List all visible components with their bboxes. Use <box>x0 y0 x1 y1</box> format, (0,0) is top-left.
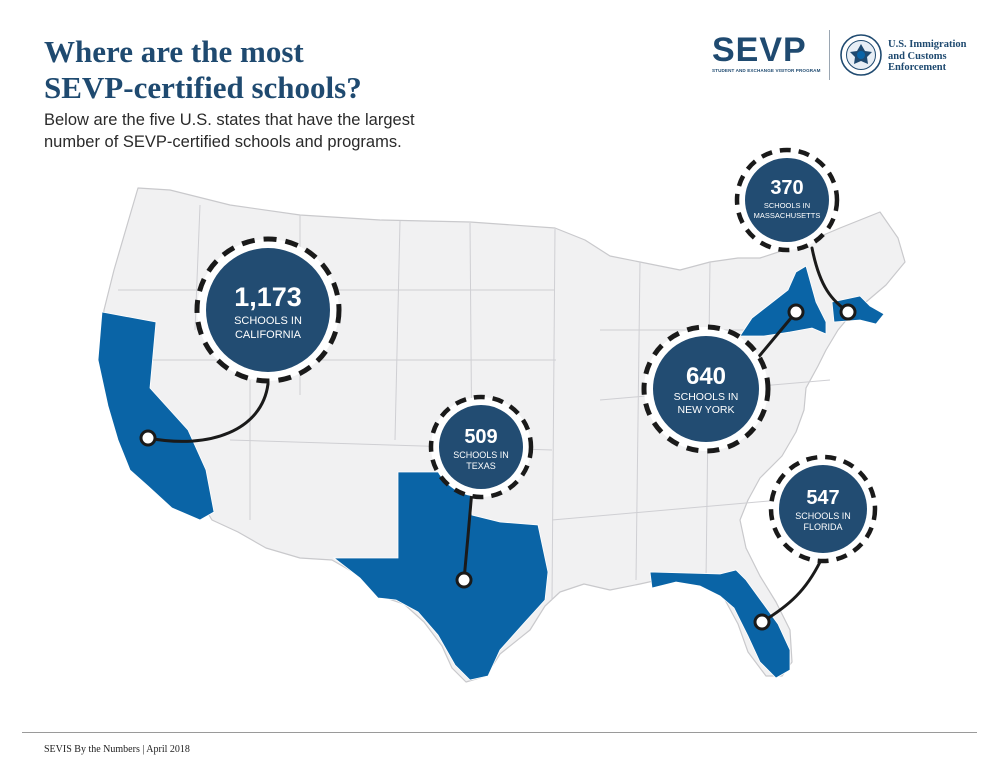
callout-massachusetts-label-2: MASSACHUSETTS <box>754 211 821 220</box>
footer: SEVIS By the Numbers | April 2018 <box>44 744 190 755</box>
pin-florida <box>753 613 771 631</box>
ice-line-2: and Customs <box>888 50 947 62</box>
callout-new-york: 640 SCHOOLS IN NEW YORK <box>641 324 771 454</box>
logo-divider <box>829 30 830 80</box>
pin-new-york <box>787 303 805 321</box>
callout-florida: 547 SCHOOLS IN FLORIDA <box>768 454 878 564</box>
footer-divider <box>22 732 977 733</box>
pin-massachusetts <box>839 303 857 321</box>
callout-new-york-label-1: SCHOOLS IN <box>674 391 739 403</box>
state-texas <box>332 471 549 681</box>
subtitle-line-2: number of SEVP-certified schools and pro… <box>44 133 402 151</box>
callout-massachusetts-count: 370 <box>770 177 803 199</box>
pin-texas <box>455 571 473 589</box>
state-florida <box>649 569 791 679</box>
callout-massachusetts-label-1: SCHOOLS IN <box>764 201 810 210</box>
connector-texas <box>462 488 474 582</box>
connector-california <box>146 382 270 443</box>
ice-wordmark: U.S. Immigration and Customs Enforcement <box>888 39 998 74</box>
callout-california-label-2: CALIFORNIA <box>235 329 302 341</box>
state-new-york <box>739 265 827 337</box>
connector-florida <box>760 560 822 624</box>
callout-texas: 509 SCHOOLS IN TEXAS <box>428 394 534 500</box>
callout-california-label-1: SCHOOLS IN <box>234 315 302 327</box>
callout-texas-label-1: SCHOOLS IN <box>453 450 509 460</box>
title-line-1: Where are the most <box>44 34 304 69</box>
state-california <box>97 311 215 521</box>
ice-line-1: U.S. Immigration <box>888 39 967 50</box>
pin-california <box>139 429 157 447</box>
callout-massachusetts: 370 SCHOOLS IN MASSACHUSETTS <box>734 147 840 253</box>
callout-new-york-count: 640 <box>686 363 726 390</box>
sevp-logo: SEVP STUDENT AND EXCHANGE VISITOR PROGRA… <box>712 33 822 73</box>
callout-florida-label-1: SCHOOLS IN <box>795 511 851 521</box>
sevp-logo-mark: SEVP <box>712 31 807 69</box>
ice-line-3: Enforcement <box>888 62 947 73</box>
callout-california: 1,173 SCHOOLS IN CALIFORNIA <box>194 236 342 384</box>
page-subtitle: Below are the five U.S. states that have… <box>44 109 484 153</box>
dhs-seal-icon <box>840 34 882 76</box>
page-title: Where are the most SEVP-certified school… <box>44 34 504 106</box>
callout-texas-count: 509 <box>464 426 497 448</box>
callout-new-york-label-2: NEW YORK <box>678 404 735 416</box>
callout-california-count: 1,173 <box>234 282 302 312</box>
callout-florida-label-2: FLORIDA <box>803 522 842 532</box>
sevp-logo-tagline: STUDENT AND EXCHANGE VISITOR PROGRAM <box>712 68 821 73</box>
callout-texas-label-2: TEXAS <box>466 461 496 471</box>
connector-new-york <box>754 310 798 362</box>
title-line-2: SEVP-certified schools? <box>44 70 362 105</box>
subtitle-line-1: Below are the five U.S. states that have… <box>44 111 415 129</box>
footer-text: SEVIS By the Numbers | April 2018 <box>44 744 190 755</box>
callout-florida-count: 547 <box>806 487 839 509</box>
